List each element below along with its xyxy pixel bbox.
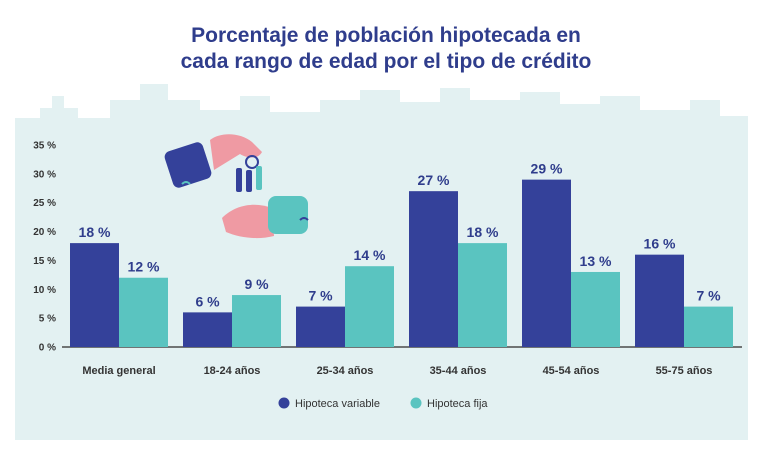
bar-hipoteca-fija <box>232 295 281 347</box>
bar-hipoteca-variable <box>409 191 458 347</box>
data-label: 7 % <box>696 288 721 304</box>
y-axis: 0 % 5 % 10 % 15 % 20 % 25 % 30 % 35 % <box>33 141 56 354</box>
bar-hipoteca-variable <box>635 254 684 347</box>
data-label: 14 % <box>354 247 386 263</box>
data-label: 27 % <box>418 172 450 188</box>
bar-hipoteca-variable <box>183 312 232 347</box>
y-tick-label: 0 % <box>39 343 56 354</box>
legend: Hipoteca variable Hipoteca fija <box>278 397 488 410</box>
y-tick-label: 15 % <box>33 256 56 267</box>
bar-hipoteca-variable <box>522 179 571 347</box>
bar-hipoteca-fija <box>458 243 507 347</box>
y-tick-label: 5 % <box>39 314 56 325</box>
y-tick-label: 20 % <box>33 227 56 238</box>
data-label: 12 % <box>128 259 160 275</box>
keys-handover-icon <box>164 134 309 239</box>
data-label: 18 % <box>467 224 499 240</box>
y-tick-label: 35 % <box>33 141 56 152</box>
category-label: 45-54 años <box>543 365 600 377</box>
category-label: Media general <box>82 365 155 377</box>
bar-hipoteca-fija <box>119 277 168 347</box>
data-label: 6 % <box>195 293 220 309</box>
bar-hipoteca-fija <box>345 266 394 347</box>
data-label: 13 % <box>580 253 612 269</box>
category-label: 55-75 años <box>656 365 713 377</box>
data-label: 7 % <box>308 288 333 304</box>
bar-hipoteca-variable <box>70 243 119 347</box>
data-label: 18 % <box>79 224 111 240</box>
chart-title-line-2: cada rango de edad por el tipo de crédit… <box>181 50 592 73</box>
category-label: 25-34 años <box>317 365 374 377</box>
legend-swatch-variable <box>278 397 290 409</box>
y-tick-label: 25 % <box>33 198 56 209</box>
data-label: 29 % <box>531 161 563 177</box>
bar-hipoteca-fija <box>684 306 733 347</box>
y-tick-label: 10 % <box>33 285 56 296</box>
legend-label-variable: Hipoteca variable <box>295 398 380 410</box>
category-label: 18-24 años <box>204 365 261 377</box>
legend-label-fija: Hipoteca fija <box>427 398 488 410</box>
y-tick-label: 30 % <box>33 169 56 180</box>
bar-hipoteca-fija <box>571 271 620 347</box>
data-label: 9 % <box>244 276 269 292</box>
bar-hipoteca-variable <box>296 306 345 347</box>
data-label: 16 % <box>644 236 676 252</box>
category-labels: Media general 18-24 años 25-34 años 35-44 a… <box>82 365 712 377</box>
chart-title-line-1: Porcentaje de población hipotecada en <box>191 24 581 47</box>
bar-series-group: 18 % 12 % 6 % 9 % 7 % 14 % 27 % 18 % 29 % 13 % 16 … <box>70 161 733 347</box>
legend-swatch-fija <box>410 397 422 409</box>
category-label: 35-44 años <box>430 365 487 377</box>
